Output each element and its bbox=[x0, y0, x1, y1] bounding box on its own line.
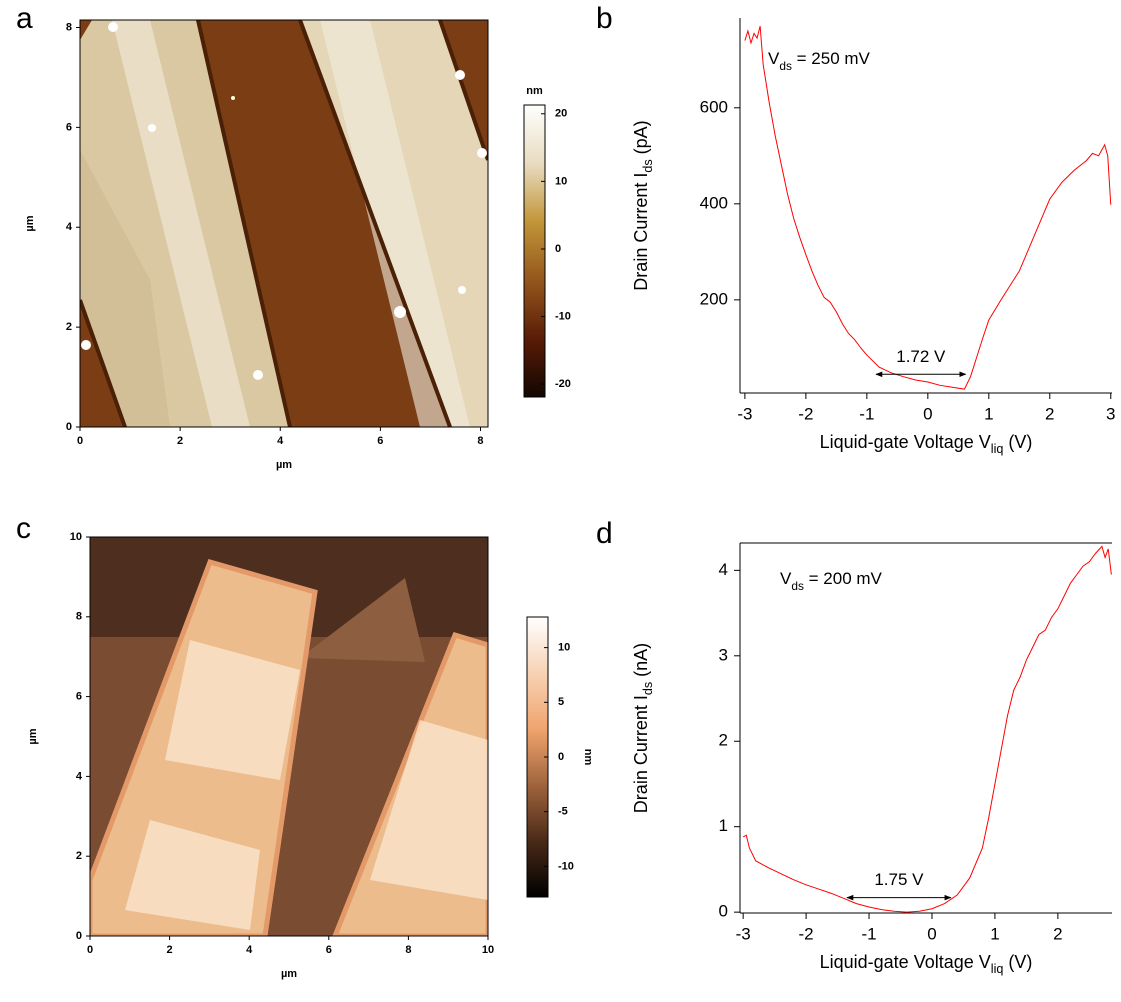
colorbar-label: nm bbox=[582, 749, 594, 766]
data-line bbox=[744, 26, 1112, 390]
colorbar-tick-label: 10 bbox=[558, 642, 570, 654]
colorbar-tick-label: -10 bbox=[558, 860, 574, 872]
colorbar-tick-label: 10 bbox=[555, 175, 567, 187]
x-tick-label: 3 bbox=[1106, 404, 1115, 423]
annotation-part: V bbox=[780, 569, 792, 588]
x-tick-label: -3 bbox=[736, 924, 751, 943]
y-tick-label: 2 bbox=[76, 850, 82, 862]
y-axis-label: Drain Current Ids (nA) bbox=[631, 643, 656, 813]
y-axis-label-part: ds bbox=[641, 682, 655, 695]
afm-image bbox=[80, 20, 488, 427]
x-tick-label: 1 bbox=[984, 404, 993, 423]
x-tick-label: 2 bbox=[167, 944, 173, 956]
span-label: 1.75 V bbox=[874, 870, 924, 889]
colorbar-tick-label: -10 bbox=[555, 310, 571, 322]
x-axis-label-part: liq bbox=[991, 442, 1004, 456]
y-tick-label: 10 bbox=[70, 531, 82, 543]
x-tick-label: 8 bbox=[477, 435, 483, 447]
y-tick-label: 3 bbox=[719, 645, 728, 664]
y-tick-label: 0 bbox=[66, 421, 72, 433]
y-axis-label-part: ds bbox=[641, 159, 655, 172]
colorbar-tick-label: 0 bbox=[558, 751, 564, 763]
y-tick-label: 8 bbox=[76, 611, 82, 623]
panel-letter: d bbox=[596, 517, 613, 550]
y-tick-label: 6 bbox=[76, 691, 82, 703]
x-tick-label: 6 bbox=[377, 435, 383, 447]
x-tick-label: 4 bbox=[277, 435, 284, 447]
x-tick-label: -3 bbox=[737, 404, 752, 423]
colorbar-tick-label: -20 bbox=[555, 378, 571, 390]
y-tick-label: 0 bbox=[719, 902, 728, 921]
x-tick-label: 2 bbox=[177, 435, 183, 447]
y-axis-label-part: (nA) bbox=[631, 643, 651, 682]
y-tick-label: 8 bbox=[66, 21, 72, 33]
y-axis-label-part: Drain Current I bbox=[631, 173, 651, 291]
x-axis-label-part: Liquid-gate Voltage V bbox=[820, 952, 991, 972]
y-axis-label: Drain Current Ids (pA) bbox=[631, 120, 656, 290]
image-frame bbox=[79, 19, 489, 428]
y-tick-label: 4 bbox=[719, 560, 728, 579]
x-tick-label: 0 bbox=[927, 924, 936, 943]
x-axis-label: Liquid-gate Voltage Vliq (V) bbox=[820, 432, 1033, 457]
y-tick-label: 600 bbox=[700, 97, 728, 116]
colorbar-tick-label: 5 bbox=[558, 696, 564, 708]
x-tick-label: -2 bbox=[799, 924, 814, 943]
x-tick-label: 2 bbox=[1053, 924, 1062, 943]
x-tick-label: 0 bbox=[923, 404, 932, 423]
panel-letter: a bbox=[16, 2, 33, 35]
colorbar bbox=[523, 104, 546, 398]
x-tick-label: 4 bbox=[246, 944, 253, 956]
y-tick-label: 2 bbox=[719, 731, 728, 750]
x-axis-label-part: (V) bbox=[1003, 432, 1032, 452]
annotation-part: = 250 mV bbox=[792, 49, 871, 68]
y-tick-label: 200 bbox=[700, 289, 728, 308]
annotation: Vds = 250 mV bbox=[768, 49, 871, 73]
colorbar-tick-label: -5 bbox=[558, 806, 568, 818]
x-axis-label: Liquid-gate Voltage Vliq (V) bbox=[820, 952, 1033, 977]
colorbar-label: nm bbox=[526, 85, 543, 97]
x-axis-label: µm bbox=[276, 459, 292, 471]
x-tick-label: 0 bbox=[77, 435, 83, 447]
y-axis-label-part: Drain Current I bbox=[631, 695, 651, 813]
x-tick-label: -2 bbox=[798, 404, 813, 423]
y-tick-label: 0 bbox=[76, 930, 82, 942]
colorbar-tick-label: 0 bbox=[555, 243, 561, 255]
panel-letter: b bbox=[596, 2, 613, 35]
x-tick-label: 8 bbox=[405, 944, 411, 956]
afm-image bbox=[90, 537, 488, 936]
x-tick-label: 2 bbox=[1045, 404, 1054, 423]
x-tick-label: -1 bbox=[859, 404, 874, 423]
y-axis-label-part: (pA) bbox=[631, 120, 651, 159]
x-tick-label: 0 bbox=[87, 944, 93, 956]
annotation: Vds = 200 mV bbox=[780, 569, 883, 593]
y-tick-label: 1 bbox=[719, 816, 728, 835]
annotation-part: ds bbox=[779, 59, 792, 73]
x-axis-label-part: liq bbox=[991, 962, 1004, 976]
colorbar-tick-label: 20 bbox=[555, 108, 567, 120]
x-tick-label: 10 bbox=[482, 944, 494, 956]
x-tick-label: 1 bbox=[990, 924, 999, 943]
annotation-part: = 200 mV bbox=[804, 569, 883, 588]
y-tick-label: 400 bbox=[700, 193, 728, 212]
y-tick-label: 4 bbox=[66, 221, 73, 233]
x-tick-label: -1 bbox=[861, 924, 876, 943]
y-tick-label: 6 bbox=[66, 121, 72, 133]
x-axis-label-part: (V) bbox=[1003, 952, 1032, 972]
y-axis-label: µm bbox=[24, 215, 36, 231]
x-axis-label-part: Liquid-gate Voltage V bbox=[820, 432, 991, 452]
x-tick-label: 6 bbox=[326, 944, 332, 956]
data-line bbox=[742, 545, 1112, 913]
y-tick-label: 4 bbox=[76, 770, 83, 782]
panel-letter: c bbox=[16, 512, 31, 545]
annotation-part: V bbox=[768, 49, 780, 68]
annotation-part: ds bbox=[791, 579, 804, 593]
y-axis-label: µm bbox=[27, 728, 39, 744]
span-label: 1.72 V bbox=[896, 347, 946, 366]
x-axis-label: µm bbox=[281, 968, 297, 980]
image-frame bbox=[89, 536, 489, 937]
y-tick-label: 2 bbox=[66, 321, 72, 333]
